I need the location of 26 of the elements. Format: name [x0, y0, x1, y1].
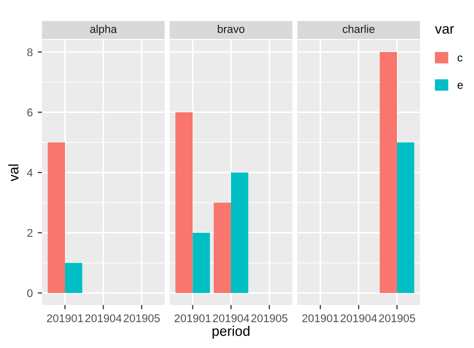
- x-tick-label: 201904: [85, 314, 122, 322]
- y-tick-label: 2: [27, 228, 32, 237]
- y-axis-title: val: [8, 164, 18, 182]
- chart-title: charlie: [342, 24, 375, 33]
- y-tick-label: 8: [27, 48, 32, 56]
- bar: [231, 172, 248, 293]
- x-tick-label: 201905: [379, 314, 416, 322]
- x-tick-label: 201904: [340, 314, 377, 322]
- x-tick-label: 201904: [213, 314, 250, 322]
- x-tick-label: 201901: [302, 314, 338, 322]
- chart-title: alpha: [90, 24, 117, 36]
- bar: [175, 112, 193, 293]
- chart-title: bravo: [218, 24, 244, 33]
- bar: [192, 232, 210, 293]
- legend-label: c: [458, 55, 462, 62]
- y-tick-label: 0: [27, 289, 33, 298]
- x-axis-title: period: [212, 326, 250, 339]
- x-tick-label: 201901: [47, 314, 83, 322]
- x-tick-label: 201901: [174, 314, 211, 322]
- legend-label: e: [458, 82, 463, 89]
- legend-title: var: [434, 26, 454, 34]
- y-tick-label: 6: [27, 108, 32, 116]
- x-tick-label: 201905: [251, 314, 288, 322]
- x-tick-label: 201905: [124, 314, 160, 322]
- y-tick-label: 4: [27, 168, 33, 177]
- bar: [214, 202, 231, 293]
